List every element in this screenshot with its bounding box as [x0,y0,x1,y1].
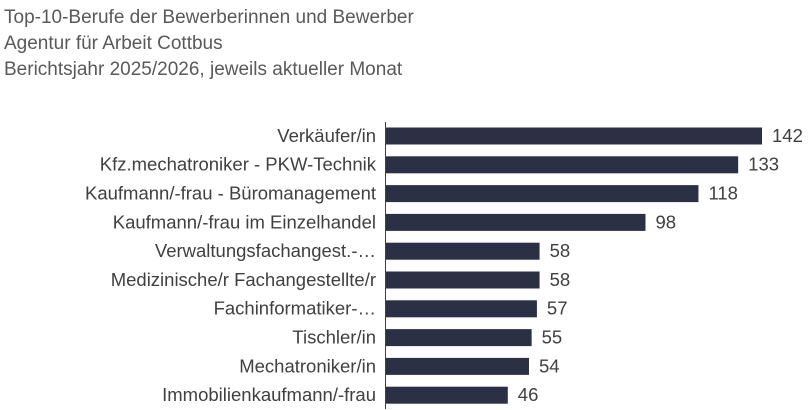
bar [386,329,532,347]
bar [386,386,508,404]
category-label: Kfz.mechatroniker - PKW-Technik [100,154,377,175]
bar [386,357,529,375]
value-label: 118 [708,182,738,203]
chart-subtitle: Berichtsjahr 2025/2026, jeweils aktuelle… [4,59,403,80]
category-label: Mechatroniker/in [239,355,376,376]
chart-subtitle: Agentur für Arbeit Cottbus [4,33,223,54]
value-label: 46 [518,384,539,405]
value-label: 54 [539,355,560,376]
category-label: Kaufmann/-frau im Einzelhandel [113,211,376,232]
value-label: 58 [550,240,571,261]
bar [386,242,540,260]
bar [386,156,739,174]
bar [386,213,646,231]
category-label: Tischler/in [292,326,376,347]
value-label: 55 [542,326,563,347]
chart-title: Top-10-Berufe der Bewerberinnen und Bewe… [4,7,414,28]
value-label: 133 [748,154,779,175]
bar [386,127,762,145]
bar [386,300,537,318]
category-label: Medizinische/r Fachangestellte/r [111,269,376,290]
category-label: Verkäufer/in [277,125,376,146]
category-label: Immobilienkaufmann/-frau [162,384,376,405]
value-label: 98 [655,211,676,232]
value-label: 57 [547,298,568,319]
category-label: Verwaltungsfachangest.-… [155,240,376,261]
value-label: 142 [772,125,803,146]
category-label: Fachinformatiker-… [214,298,376,319]
value-label: 58 [550,269,571,290]
bar [386,271,540,289]
bar [386,185,699,203]
category-label: Kaufmann/-frau - Büromanagement [85,182,376,203]
